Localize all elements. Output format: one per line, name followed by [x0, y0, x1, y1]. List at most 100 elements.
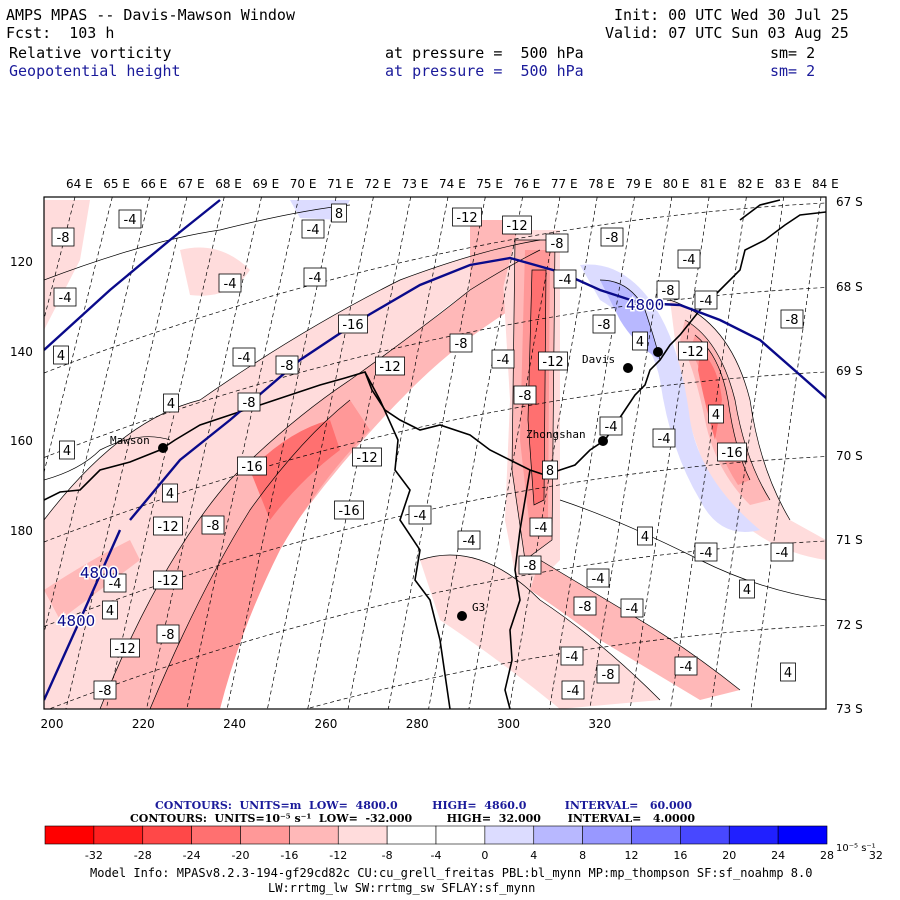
- vorticity-label: 4: [162, 483, 178, 503]
- svg-text:-4: -4: [59, 291, 72, 306]
- longitude-label: 68 E: [215, 177, 242, 191]
- vorticity-label: -8: [93, 680, 117, 700]
- svg-text:-4: -4: [605, 420, 618, 435]
- svg-text:-8: -8: [162, 628, 175, 643]
- y-tick-label: 120: [10, 255, 33, 269]
- svg-text:-4: -4: [124, 213, 137, 228]
- svg-text:-12: -12: [157, 520, 178, 535]
- vorticity-label: -4: [457, 530, 481, 550]
- svg-text:-4: -4: [700, 294, 713, 309]
- init-time: Init: 00 UTC Wed 30 Jul 25: [614, 6, 849, 24]
- vorticity-label: -8: [600, 227, 624, 247]
- vorticity-label: -4: [232, 347, 256, 367]
- svg-text:-8: -8: [579, 600, 592, 615]
- vorticity-label: -4: [694, 290, 718, 310]
- vorticity-label: -8: [592, 314, 616, 334]
- colorbar-tick-label: 8: [579, 849, 587, 862]
- station-dot: [623, 363, 633, 373]
- svg-text:-4: -4: [309, 271, 322, 286]
- vorticity-label: -4: [53, 287, 77, 307]
- longitude-label: 80 E: [662, 177, 690, 191]
- longitude-label: 74 E: [439, 177, 466, 191]
- vorticity-label: -16: [338, 314, 368, 334]
- vorticity-label: -12: [153, 570, 183, 590]
- svg-text:-8: -8: [524, 559, 537, 574]
- longitude-label: 71 E: [327, 177, 354, 191]
- svg-text:-4: -4: [463, 534, 476, 549]
- svg-text:4: 4: [167, 397, 175, 412]
- y-tick-label: 140: [10, 344, 33, 359]
- field1-level: at pressure = 500 hPa: [385, 44, 584, 62]
- svg-text:-12: -12: [114, 642, 135, 657]
- svg-text:-4: -4: [559, 273, 572, 288]
- colorbar-tick-label: -24: [182, 849, 201, 862]
- svg-text:-4: -4: [224, 277, 237, 292]
- latitude-label: 68 S: [836, 279, 863, 294]
- svg-text:-4: -4: [683, 253, 696, 268]
- vorticity-label: -4: [560, 646, 584, 666]
- vorticity-label: -4: [694, 542, 718, 562]
- vorticity-label: -4: [770, 542, 794, 562]
- longitude-label: 84 E: [812, 177, 839, 191]
- longitude-label: 65 E: [103, 177, 130, 191]
- colorbar-tick-label: 12: [624, 849, 639, 862]
- vorticity-label: -4: [586, 568, 610, 588]
- colorbar-tick-label: -16: [280, 849, 299, 862]
- svg-text:-4: -4: [497, 353, 510, 368]
- y-tick-label: 160: [10, 434, 33, 448]
- plot-title: AMPS MPAS -- Davis-Mawson Window: [6, 6, 295, 24]
- svg-text:-4: -4: [566, 650, 579, 665]
- svg-text:-4: -4: [307, 223, 320, 238]
- svg-text:-8: -8: [786, 313, 799, 328]
- colorbar-tick-label: -4: [430, 849, 442, 862]
- svg-text:4: 4: [166, 487, 174, 502]
- vorticity-label: -12: [538, 351, 568, 371]
- vorticity-label: -8: [51, 227, 75, 247]
- svg-text:4: 4: [57, 349, 65, 364]
- vorticity-label: -8: [596, 664, 620, 684]
- vorticity-label: 4: [739, 579, 755, 599]
- coastline: [44, 199, 826, 709]
- longitude-label: 78 E: [588, 177, 615, 191]
- svg-text:-4: -4: [776, 546, 789, 561]
- svg-text:-8: -8: [602, 668, 615, 683]
- svg-text:-8: -8: [243, 396, 256, 411]
- vorticity-label: -12: [375, 356, 405, 376]
- svg-text:-12: -12: [682, 345, 703, 360]
- longitude-label: 70 E: [289, 177, 317, 191]
- vorticity-label: -8: [573, 596, 597, 616]
- vorticity-label: 4: [780, 662, 796, 682]
- colorbar-tick-label: 0: [481, 849, 489, 862]
- latitude-label: 67 S: [836, 195, 863, 209]
- station-dot: [457, 611, 467, 621]
- vorticity-label: -4: [118, 209, 142, 229]
- lat-lon-grid: [44, 197, 826, 709]
- longitude-label: 77 E: [550, 177, 578, 191]
- field2-smoothing: sm= 2: [770, 62, 816, 80]
- longitude-label: 64 E: [66, 177, 93, 191]
- vorticity-label: -4: [529, 517, 553, 537]
- height-label: 4800: [80, 564, 118, 582]
- vorticity-label: -8: [275, 355, 299, 375]
- vorticity-label: -4: [561, 680, 585, 700]
- svg-text:8: 8: [546, 464, 554, 479]
- vorticity-label: -8: [545, 233, 569, 253]
- station-name: Mawson: [110, 434, 150, 447]
- station-dot: [653, 347, 663, 357]
- field2-name: Geopotential height: [9, 62, 181, 80]
- vorticity-label: -8: [449, 333, 473, 353]
- height-label: 4800: [57, 612, 95, 630]
- latitude-label: 70 S: [836, 448, 863, 463]
- valid-time: Valid: 07 UTC Sun 03 Aug 25: [605, 24, 849, 42]
- vorticity-label: 4: [708, 404, 724, 424]
- vorticity-label: -4: [599, 416, 623, 436]
- vorticity-label: 8: [331, 203, 347, 223]
- height-contour-labels: 4800 4800 4800: [56, 295, 666, 632]
- station-name: Davis: [582, 353, 615, 366]
- vorticity-label: -16: [717, 442, 747, 462]
- svg-text:-16: -16: [338, 504, 359, 519]
- longitude-label: 72 E: [364, 177, 392, 191]
- vorticity-label: -8: [237, 392, 261, 412]
- svg-text:-4: -4: [700, 546, 713, 561]
